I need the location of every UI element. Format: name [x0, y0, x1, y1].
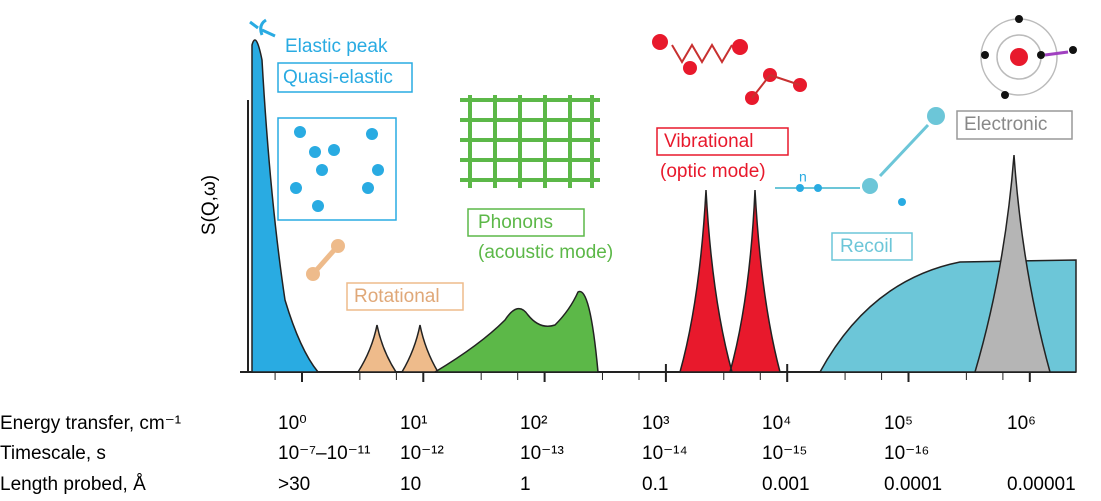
rotor-icon: [306, 239, 345, 281]
row-value: 10⁻¹⁶: [884, 443, 929, 464]
arrow: [250, 20, 275, 36]
label: Rotational: [354, 286, 440, 307]
row-value: 10⁻¹³: [520, 443, 564, 464]
vibrational-peaks: [680, 190, 780, 372]
row-value: 10⁶: [1007, 413, 1036, 434]
scale-rows: Energy transfer, cm⁻¹ 10⁰ 10¹ 10² 10³ 10⁴ 10⁵ 1…: [0, 413, 1076, 495]
row-value: 10⁻¹⁵: [762, 443, 807, 464]
row-value: 10²: [520, 413, 547, 434]
label: Recoil: [840, 236, 893, 257]
row-label: Energy transfer, cm⁻¹: [0, 413, 181, 434]
label: Phonons: [478, 212, 553, 233]
figure: S(Q,ω) Elastic peak Quasi-elastic Rotati…: [0, 0, 1101, 501]
label: Elastic peak: [285, 36, 388, 57]
atom-icon: [981, 15, 1077, 99]
row-value: 10⁻¹²: [400, 443, 444, 464]
label: Electronic: [964, 114, 1047, 135]
recoil-icon: [775, 107, 945, 206]
row-value: 10⁰: [278, 413, 307, 434]
diffusion-icon: [278, 118, 396, 220]
row-value: 0.001: [762, 474, 810, 495]
row-value: >30: [278, 474, 310, 495]
row-value: 10⁻¹⁴: [642, 443, 688, 464]
row-value: 10³: [642, 413, 669, 434]
lattice-icon: [460, 95, 600, 188]
row-value: 0.0001: [884, 474, 942, 495]
label: Vibrational: [664, 131, 753, 152]
row-value: 10⁴: [762, 413, 791, 434]
row-value: 10: [400, 474, 421, 495]
label: n: [799, 169, 807, 185]
elastic-peak: [252, 40, 318, 372]
phonon-band: [435, 291, 598, 372]
row-value: 10⁻⁷–10⁻¹¹: [278, 443, 370, 464]
row-value: 0.00001: [1007, 474, 1076, 495]
axis-label: S(Q,ω): [199, 175, 220, 235]
row-label: Timescale, s: [0, 443, 106, 464]
label: (acoustic mode): [478, 242, 613, 263]
row-value: 10⁵: [884, 413, 913, 434]
row-value: 0.1: [642, 474, 668, 495]
row-value: 10¹: [400, 413, 427, 434]
molecule-icon: [652, 34, 807, 105]
label: (optic mode): [660, 161, 766, 182]
rotational-peaks: [358, 325, 438, 372]
row-label: Length probed, Å: [0, 474, 146, 495]
row-value: 1: [520, 474, 531, 495]
label: Quasi-elastic: [283, 67, 393, 88]
